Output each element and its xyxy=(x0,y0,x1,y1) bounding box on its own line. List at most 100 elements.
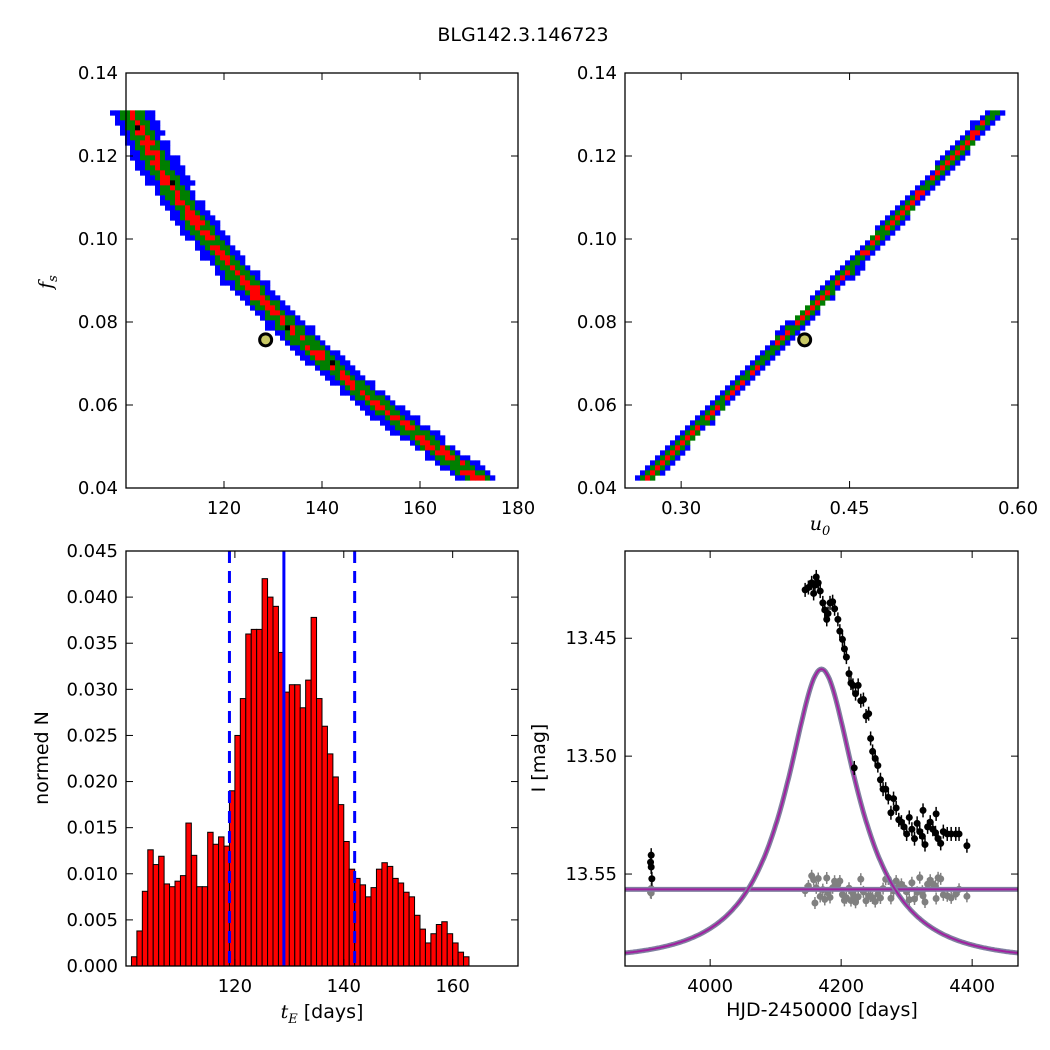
density-cell xyxy=(245,290,251,296)
histogram-bar xyxy=(370,887,377,967)
density-cell xyxy=(675,440,681,446)
density-cell xyxy=(270,325,276,331)
data-point xyxy=(816,587,824,595)
data-point xyxy=(852,690,860,698)
x-tick-label: 120 xyxy=(218,976,252,997)
density-cell xyxy=(945,155,951,161)
density-cell xyxy=(325,365,331,371)
density-cell xyxy=(745,365,751,371)
density-cell xyxy=(125,140,131,146)
density-cell xyxy=(350,395,356,401)
density-cell xyxy=(130,155,136,161)
density-cell xyxy=(780,340,786,346)
density-cell xyxy=(130,120,136,126)
density-cell xyxy=(155,130,161,136)
density-cell xyxy=(265,315,271,321)
density-cell xyxy=(875,240,881,246)
density-cell xyxy=(185,215,191,221)
p1-ticks: 120 140 160 180 0.04 0.06 0.08 0.10 0.12 0.14 xyxy=(78,63,535,519)
density-cell xyxy=(975,125,981,131)
data-point xyxy=(865,710,873,718)
density-cell xyxy=(315,340,321,346)
density-cell xyxy=(205,245,211,251)
density-cell xyxy=(175,205,181,211)
density-cell xyxy=(280,320,286,326)
density-cell xyxy=(295,325,301,331)
density-cell xyxy=(155,190,161,196)
density-cell xyxy=(135,130,141,136)
density-cell xyxy=(160,170,166,176)
density-cell xyxy=(140,160,146,166)
x-tick-label: 160 xyxy=(435,976,469,997)
data-point xyxy=(882,785,890,793)
density-cell xyxy=(475,460,481,466)
density-cell xyxy=(925,175,931,181)
density-cell xyxy=(1000,110,1006,116)
density-cell xyxy=(135,115,141,121)
density-cell xyxy=(885,220,891,226)
density-cell xyxy=(895,220,901,226)
density-cell xyxy=(435,440,441,446)
density-cell xyxy=(280,330,286,336)
density-cell xyxy=(135,155,141,161)
density-cell xyxy=(475,470,481,476)
density-cell xyxy=(340,375,346,381)
density-cell xyxy=(155,165,161,171)
density-cell xyxy=(675,445,681,451)
density-cell xyxy=(385,420,391,426)
density-cell xyxy=(930,185,936,191)
density-cell xyxy=(310,340,316,346)
density-cell xyxy=(640,470,646,476)
density-cell xyxy=(350,385,356,391)
density-cell xyxy=(470,475,476,481)
density-cell xyxy=(255,270,261,276)
residual-point xyxy=(932,894,940,902)
density-cell xyxy=(185,200,191,206)
density-cell xyxy=(415,420,421,426)
density-cell xyxy=(855,260,861,266)
density-cell xyxy=(150,135,156,141)
density-cell xyxy=(850,255,856,261)
density-cell xyxy=(800,315,806,321)
density-cell xyxy=(825,290,831,296)
data-point xyxy=(838,635,846,643)
density-cell xyxy=(220,230,226,236)
density-cell xyxy=(160,175,166,181)
density-cell xyxy=(190,235,196,241)
density-cell xyxy=(315,335,321,341)
histogram-bar xyxy=(419,928,426,967)
density-cell xyxy=(810,315,816,321)
density-cell xyxy=(340,370,346,376)
density-cell xyxy=(880,240,886,246)
density-cell xyxy=(435,450,441,456)
density-cell xyxy=(190,180,196,186)
density-cell xyxy=(375,400,381,406)
density-cell xyxy=(205,255,211,261)
density-cell xyxy=(320,340,326,346)
residual-point xyxy=(811,899,819,907)
density-cell xyxy=(275,310,281,316)
density-cell xyxy=(855,250,861,256)
density-cell xyxy=(205,220,211,226)
density-cell xyxy=(350,370,356,376)
y-tick-label: 0.06 xyxy=(577,395,617,416)
density-cell xyxy=(240,285,246,291)
density-cell xyxy=(670,450,676,456)
density-cell xyxy=(185,180,191,186)
density-cell xyxy=(370,400,376,406)
density-cell xyxy=(150,175,156,181)
density-cell xyxy=(240,275,246,281)
density-cell xyxy=(140,125,146,131)
density-cell xyxy=(775,335,781,341)
density-cell xyxy=(330,350,336,356)
data-point xyxy=(900,823,908,831)
density-cell xyxy=(140,140,146,146)
density-cell xyxy=(115,110,121,116)
density-cell xyxy=(265,305,271,311)
density-cell xyxy=(385,415,391,421)
density-cell xyxy=(420,435,426,441)
density-cell xyxy=(180,190,186,196)
density-cell xyxy=(865,240,871,246)
density-cell xyxy=(260,295,266,301)
density-cell xyxy=(355,370,361,376)
